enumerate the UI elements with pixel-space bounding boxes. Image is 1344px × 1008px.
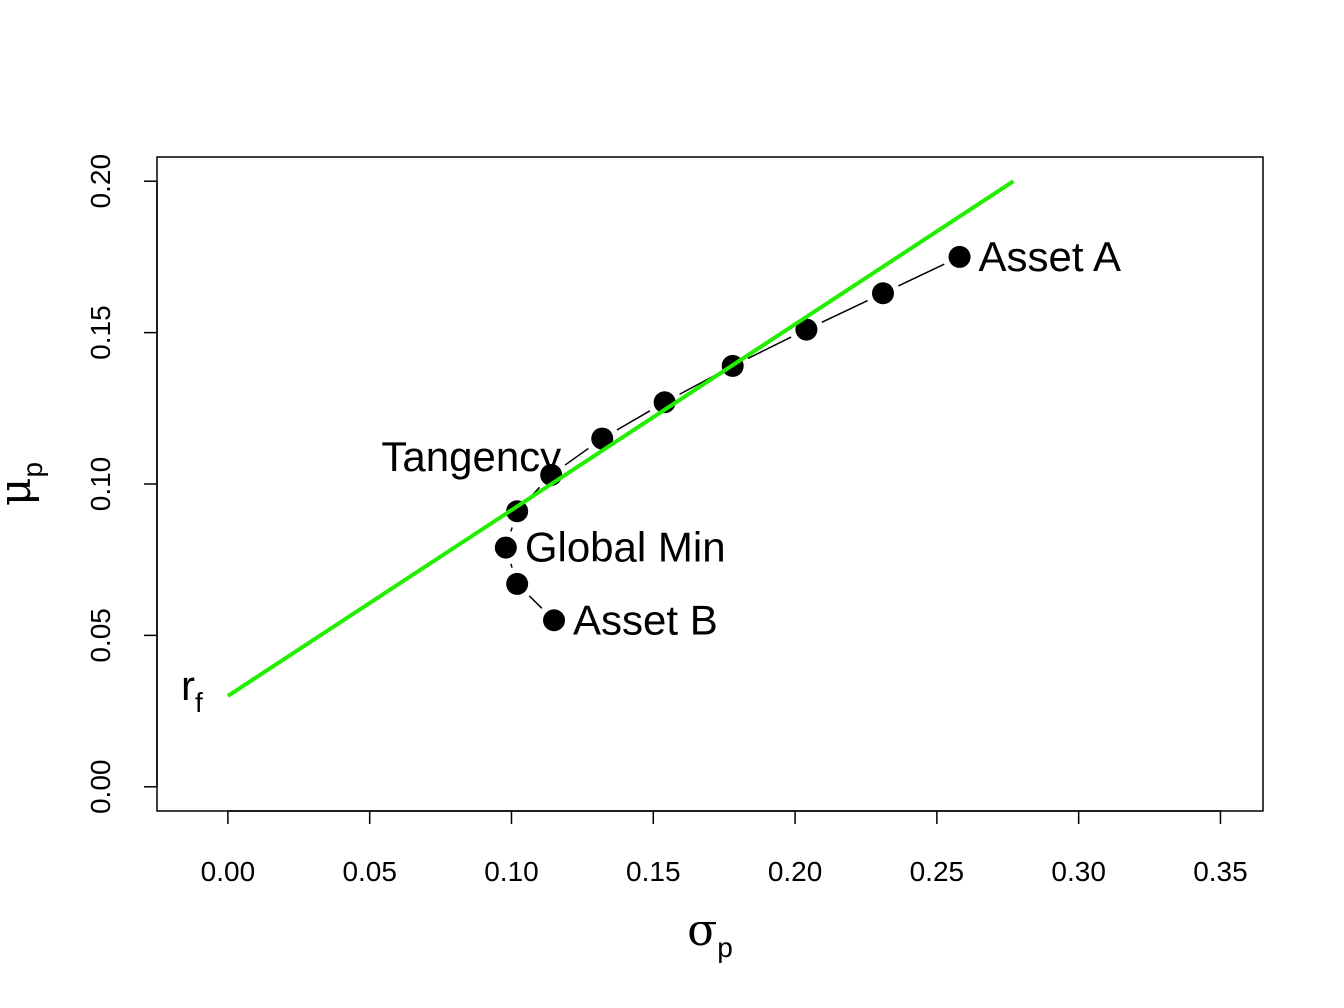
frontier-point — [543, 609, 566, 632]
x-tick-label: 0.35 — [1193, 856, 1248, 887]
frontier-point — [871, 282, 894, 305]
frontier-segment — [510, 527, 513, 532]
frontier-segment — [564, 447, 589, 466]
frontier-segment — [528, 595, 543, 609]
tangency-line — [226, 179, 1015, 698]
y-tick-label: 0.00 — [85, 760, 116, 815]
rf-label: rf — [181, 662, 203, 718]
y-axis-title: μp — [0, 462, 48, 506]
x-tick-label: 0.30 — [1051, 856, 1106, 887]
frontier-segment — [821, 299, 868, 323]
point-label: Global Min — [525, 524, 726, 571]
y-axis: 0.00 0.05 0.10 0.15 0.20 — [85, 154, 158, 815]
y-tick-label: 0.20 — [85, 154, 116, 209]
x-tick-label: 0.00 — [201, 856, 256, 887]
x-tick-label: 0.20 — [768, 856, 823, 887]
x-axis: 0.00 0.05 0.10 0.15 0.20 0.25 0.30 0.35 — [201, 810, 1248, 887]
frontier-segment — [510, 563, 513, 568]
frontier-point — [591, 427, 614, 450]
frontier-segment — [898, 263, 945, 287]
frontier-segment — [616, 410, 651, 431]
x-tick-label: 0.05 — [342, 856, 397, 887]
y-tick-label: 0.10 — [85, 457, 116, 512]
point-label: Asset B — [573, 596, 718, 643]
point-label: Asset A — [979, 233, 1121, 280]
point-label: Tangency — [381, 433, 561, 480]
x-tick-label: 0.25 — [910, 856, 965, 887]
x-axis-title: σp — [687, 905, 733, 963]
frontier-point — [795, 318, 818, 341]
series — [226, 179, 1015, 698]
frontier-point — [506, 500, 529, 523]
x-tick-label: 0.10 — [484, 856, 539, 887]
y-tick-label: 0.15 — [85, 305, 116, 360]
y-tick-label: 0.05 — [85, 608, 116, 663]
x-tick-label: 0.15 — [626, 856, 681, 887]
annotations: Asset A Asset B Global Min Tangency — [381, 233, 1121, 643]
frontier-segment — [747, 336, 792, 360]
frontier-point — [506, 572, 529, 595]
frontier-point — [948, 245, 971, 268]
frontier-point — [494, 536, 517, 559]
